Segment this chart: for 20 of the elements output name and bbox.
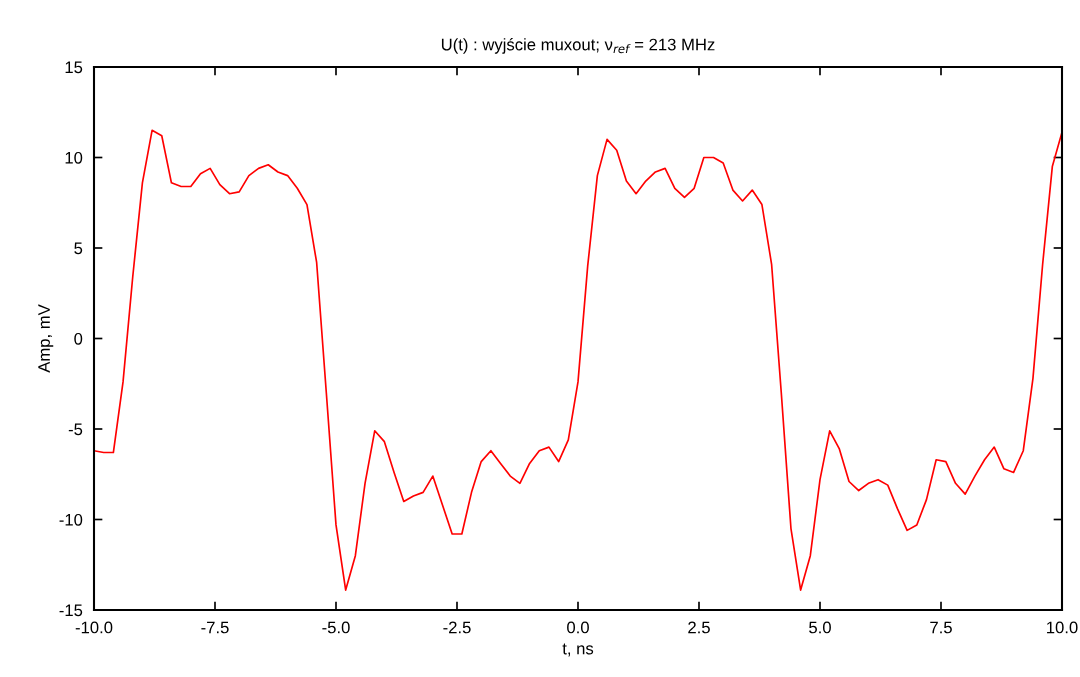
y-tick-label: 5 — [74, 242, 83, 255]
x-tick-label: 5.0 — [809, 621, 831, 634]
chart-title: U(t) : wyjście muxout; ν$_{ref}$ = 213 MHz — [441, 38, 715, 54]
x-tick-label: 10.0 — [1047, 621, 1078, 634]
y-tick-label: -15 — [59, 604, 83, 617]
y-tick-label: 15 — [65, 61, 83, 74]
y-tick-label: 10 — [65, 151, 83, 164]
y-tick-label: 0 — [74, 332, 83, 345]
x-tick-label: -10.0 — [75, 621, 113, 634]
x-tick-label: -7.5 — [201, 621, 229, 634]
y-tick-label: -5 — [68, 423, 83, 436]
x-tick-label: -2.5 — [443, 621, 471, 634]
x-tick-label: 0.0 — [567, 621, 589, 634]
x-tick-label: 7.5 — [930, 621, 952, 634]
y-tick-label: -10 — [59, 513, 83, 526]
line-series — [94, 129, 1062, 591]
x-tick-label: 2.5 — [688, 621, 710, 634]
x-axis-title: t, ns — [562, 643, 594, 657]
x-tick-label: -5.0 — [322, 621, 350, 634]
y-axis-title: Amp, mV — [38, 304, 54, 373]
